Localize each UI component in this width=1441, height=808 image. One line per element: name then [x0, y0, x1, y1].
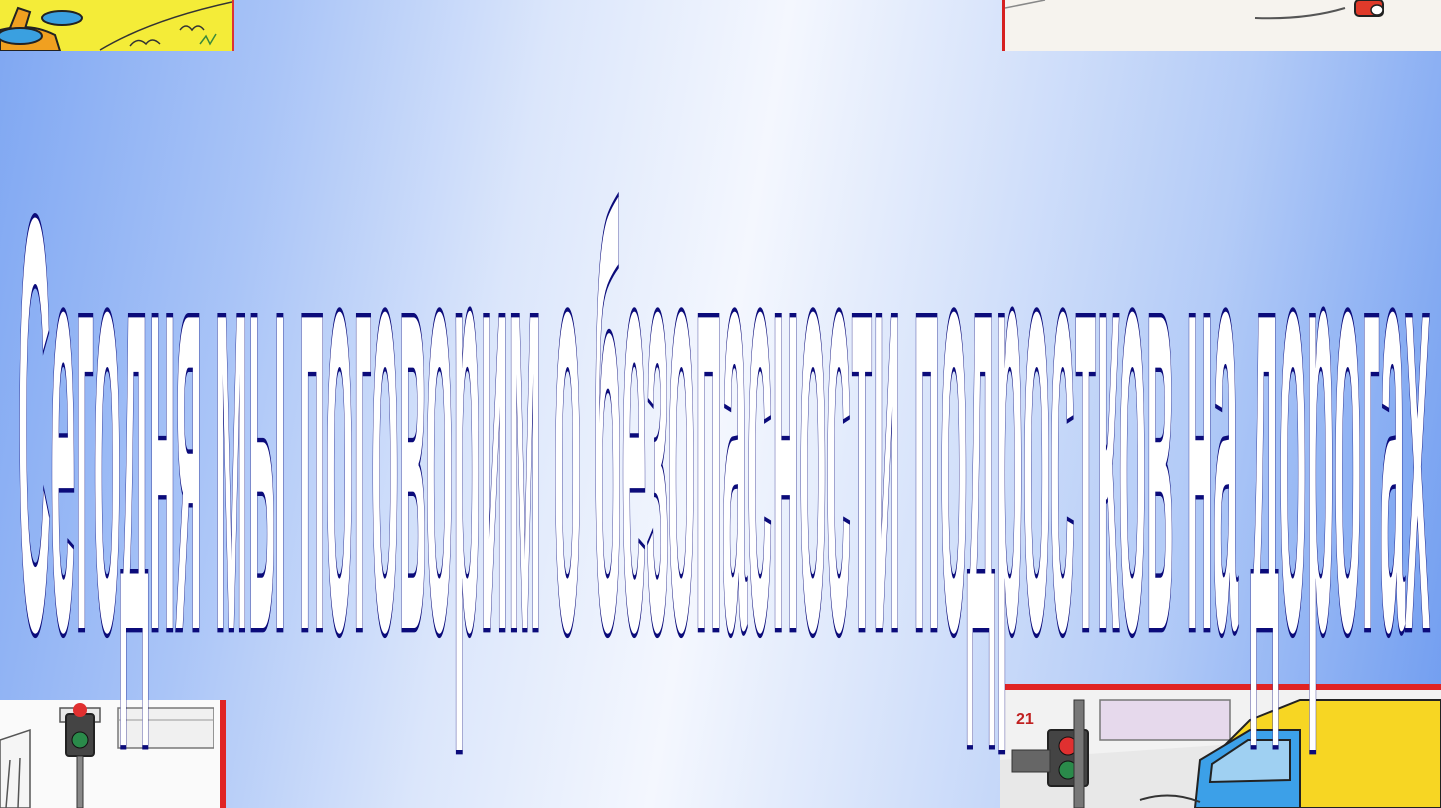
truck-at-traffic-light-illustration: 21 — [1000, 684, 1441, 808]
traffic-light-crossing-illustration — [0, 700, 226, 808]
cartoon-car-illustration — [1002, 0, 1441, 51]
cartoon-boy-walking-illustration — [0, 0, 234, 51]
page-number: 21 — [1016, 711, 1034, 728]
slide-title: Сегодня мы поговорим о безопасности подр… — [18, 96, 1430, 757]
